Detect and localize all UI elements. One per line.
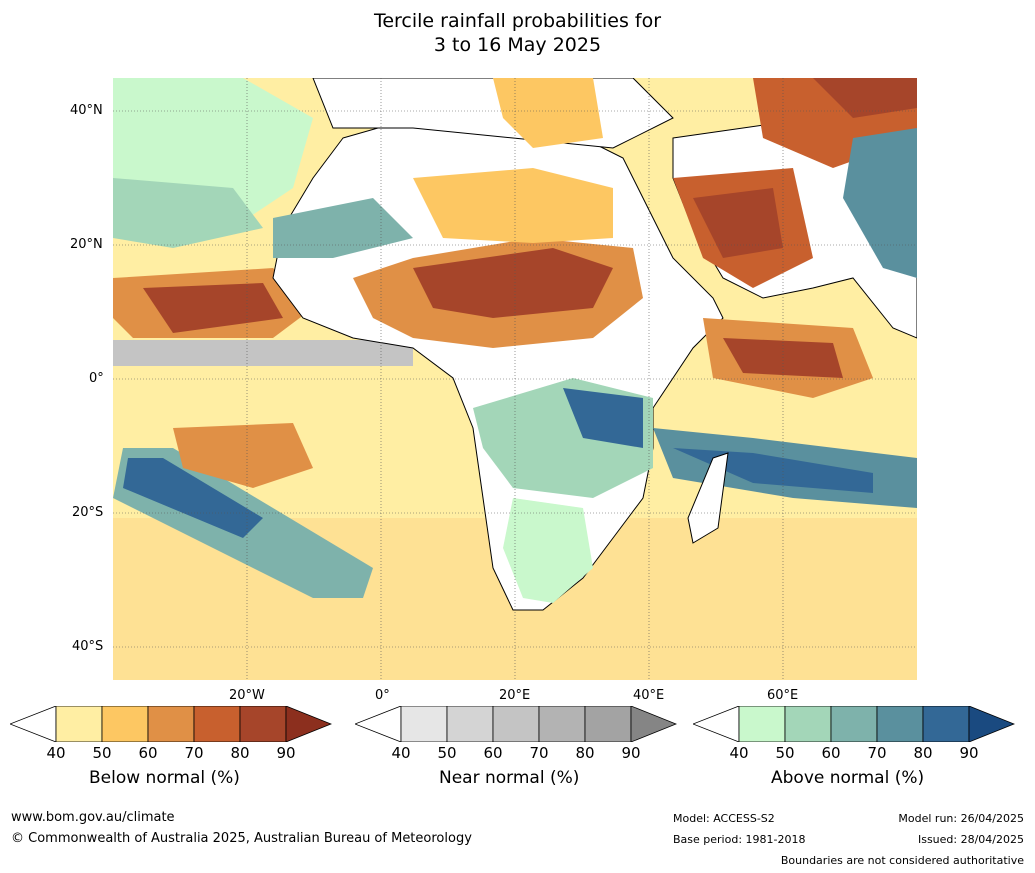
- west-sahara-above: [273, 198, 413, 258]
- colorbar-tick-label: 80: [575, 744, 595, 762]
- colorbar-tick-label: 40: [391, 744, 411, 762]
- colorbar-swatch: [584, 706, 632, 742]
- colorbar-tick-label: 90: [276, 744, 296, 762]
- north-atlantic-above-core: [113, 178, 263, 248]
- colorbar-swatch: [830, 706, 878, 742]
- lat-label: 40°N: [70, 103, 103, 118]
- colorbar-swatch: [239, 706, 287, 742]
- issued-date: Issued: 28/04/2025: [917, 833, 1024, 846]
- colorbar-swatch: [446, 706, 494, 742]
- near-normal-label: Near normal (%): [439, 768, 580, 788]
- colorbar-extend-high: [968, 706, 1015, 742]
- colorbar-swatch: [784, 706, 832, 742]
- colorbar-extend-low: [355, 706, 402, 742]
- india-above: [843, 128, 917, 278]
- colorbar-tick-label: 70: [529, 744, 549, 762]
- lon-label: 60°E: [767, 688, 799, 703]
- graticule: [113, 78, 917, 680]
- lon-label: 20°W: [229, 688, 265, 703]
- colorbar-tick-label: 70: [184, 744, 204, 762]
- lat-label: 0°: [89, 371, 104, 386]
- map-title-line-1: Tercile rainfall probabilities for: [373, 10, 662, 32]
- colorbar-tick-label: 60: [138, 744, 158, 762]
- map-title-line-2: 3 to 16 May 2025: [433, 34, 602, 56]
- colorbar-swatch: [55, 706, 103, 742]
- north-africa-below: [413, 168, 613, 243]
- colorbar-swatch: [922, 706, 970, 742]
- colorbar-swatch: [147, 706, 195, 742]
- colorbar-extend-high: [285, 706, 332, 742]
- colorbar-tick-label: 60: [483, 744, 503, 762]
- colorbar-swatch: [738, 706, 786, 742]
- south-atlantic-below: [173, 423, 313, 488]
- colorbar-swatch: [193, 706, 241, 742]
- tropical-atlantic-below-core: [143, 283, 283, 333]
- colorbar-swatch: [876, 706, 924, 742]
- lon-label: 0°: [375, 688, 390, 703]
- colorbar-tick-label: 40: [729, 744, 749, 762]
- rainfall-probability-map: [113, 78, 917, 680]
- colorbar-swatch: [400, 706, 448, 742]
- mediterranean-below: [493, 78, 603, 148]
- east-africa-above-core: [563, 388, 643, 448]
- lat-label: 20°S: [72, 505, 104, 520]
- south-atlantic-above-core: [123, 458, 263, 538]
- southern-africa-above: [503, 498, 593, 603]
- lon-label: 40°E: [633, 688, 665, 703]
- above-normal-colorbar: [693, 706, 1015, 742]
- colorbar-swatch: [492, 706, 540, 742]
- lon-label: 20°E: [499, 688, 531, 703]
- base-period: Base period: 1981-2018: [673, 833, 806, 846]
- arabia-below-core: [693, 188, 783, 258]
- colorbar-swatch: [101, 706, 149, 742]
- sahel-below-core: [413, 248, 613, 318]
- colorbar-extend-low: [693, 706, 740, 742]
- colorbar-tick-label: 90: [959, 744, 979, 762]
- colorbar-tick-label: 40: [46, 744, 66, 762]
- madagascar: [687, 452, 729, 544]
- near-normal-colorbar: [355, 706, 677, 742]
- model-name: Model: ACCESS-S2: [673, 812, 775, 825]
- website-link[interactable]: www.bom.gov.au/climate: [11, 810, 175, 825]
- equatorial-near-normal: [113, 340, 413, 366]
- colorbar-tick-label: 50: [437, 744, 457, 762]
- colorbar-tick-label: 50: [775, 744, 795, 762]
- below-normal-colorbar: [10, 706, 332, 742]
- lat-label: 40°S: [72, 639, 104, 654]
- colorbar-tick-label: 50: [92, 744, 112, 762]
- model-run-date: Model run: 26/04/2025: [898, 812, 1024, 825]
- colorbar-tick-label: 70: [867, 744, 887, 762]
- above-normal-label: Above normal (%): [771, 768, 925, 788]
- copyright-notice: © Commonwealth of Australia 2025, Austra…: [11, 831, 472, 846]
- colorbar-tick-label: 80: [230, 744, 250, 762]
- colorbar-tick-label: 90: [621, 744, 641, 762]
- colorbar-swatch: [538, 706, 586, 742]
- colorbar-tick-label: 60: [821, 744, 841, 762]
- boundaries-disclaimer: Boundaries are not considered authoritat…: [780, 854, 1024, 867]
- colorbar-extend-high: [630, 706, 677, 742]
- below-normal-label: Below normal (%): [89, 768, 240, 788]
- lat-label: 20°N: [70, 237, 103, 252]
- colorbar-tick-label: 80: [913, 744, 933, 762]
- central-asia-below-core: [813, 78, 917, 118]
- colorbar-extend-low: [10, 706, 57, 742]
